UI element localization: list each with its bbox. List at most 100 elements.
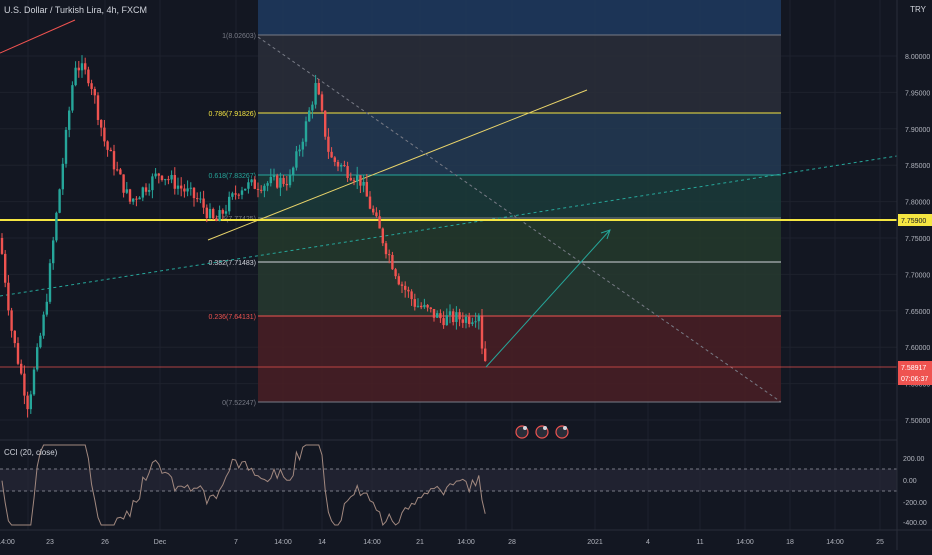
candle-body [48,263,52,302]
candle-body [234,193,237,195]
candle-body [218,210,221,221]
price-tick: 7.80000 [905,200,930,207]
candle-body [212,209,215,219]
candle-body [282,177,285,184]
fib-band [258,218,781,262]
candle-body [349,178,352,181]
candle-body [423,304,426,308]
cci-label[interactable]: CCI (20, close) [4,448,58,457]
candle-body [20,363,23,374]
candle-body [375,212,378,217]
candle-body [228,196,231,212]
current-price-text: 7.58917 [901,365,926,372]
candle-body [388,254,391,256]
projection-arrow [485,229,611,368]
fib-level-label: 0.618(7.83267) [209,173,256,180]
candle-body [330,151,333,158]
candle-body [55,212,58,241]
candle-body [52,240,55,264]
candle-body [26,395,29,410]
candle-body [199,198,202,200]
candle-body [384,243,388,255]
candle-body [343,165,346,167]
candle-body [74,67,77,86]
candle-body [301,141,304,150]
time-tick: 25 [876,539,884,546]
candle-body [180,185,183,189]
cci-band [0,469,897,491]
candle-body [132,198,135,202]
event-icon[interactable] [555,425,569,439]
teal-dashed-trendline [0,155,898,297]
candle-body [352,180,356,182]
candle-body [442,318,445,326]
candle-body [13,330,16,344]
candle-body [285,183,288,186]
time-tick: 14:00 [0,539,15,546]
candle-body [205,207,208,219]
currency-label: TRY [910,5,926,14]
candle-body [413,299,416,307]
candle-body [45,301,48,315]
fib-band [258,0,781,35]
current-price-tag [898,361,932,385]
candle-body [256,188,260,190]
cci-tick: -400.00 [903,520,927,527]
fib-band [258,175,781,218]
candle-body [32,369,36,395]
candle-body [317,83,320,95]
candle-body [96,95,100,120]
candle-body [484,348,487,361]
fib-band [258,113,781,175]
candle-body [4,253,7,283]
candle-body [378,216,381,229]
price-tick: 7.70000 [905,272,930,279]
candle-body [474,321,477,323]
candle-body [176,185,180,189]
time-tick: 2021 [587,539,603,546]
time-tick: 21 [416,539,424,546]
candle-body [192,187,196,199]
time-tick: Dec [154,539,167,546]
cci-tick: 0.00 [903,478,917,485]
time-tick: 7 [234,539,238,546]
candle-body [141,187,144,198]
candle-body [432,308,436,318]
fib-level-label: 0.236(7.64131) [209,314,256,321]
candle-body [240,190,244,195]
event-icon-dot [543,426,547,430]
price-tick: 7.65000 [905,309,930,316]
time-tick: 14:00 [363,539,381,546]
time-tick: 14:00 [826,539,844,546]
time-tick: 23 [46,539,54,546]
price-tick: 7.90000 [905,127,930,134]
candle-body [266,183,269,186]
event-icon[interactable] [515,425,529,439]
candle-body [144,187,148,192]
fib-level-label: 0(7.52247) [222,400,256,407]
candle-body [410,291,413,300]
candle-body [276,175,279,188]
candle-body [247,182,250,189]
candle-body [445,315,448,326]
candle-body [416,305,420,307]
event-icon-dot [563,426,567,430]
candle-body [394,269,397,277]
candle-body [333,157,336,162]
candle-body [340,165,343,167]
candle-body [186,188,189,192]
candle-body [448,311,452,316]
candle-body [288,175,292,186]
candle-body [224,211,228,214]
candle-body [250,179,253,183]
candle-body [324,110,327,137]
candle-body [260,189,263,191]
candle-body [16,343,20,364]
candle-body [272,175,276,177]
candle-body [471,322,474,325]
candle-body [452,311,455,323]
candle-body [231,193,234,197]
event-icon[interactable] [535,425,549,439]
